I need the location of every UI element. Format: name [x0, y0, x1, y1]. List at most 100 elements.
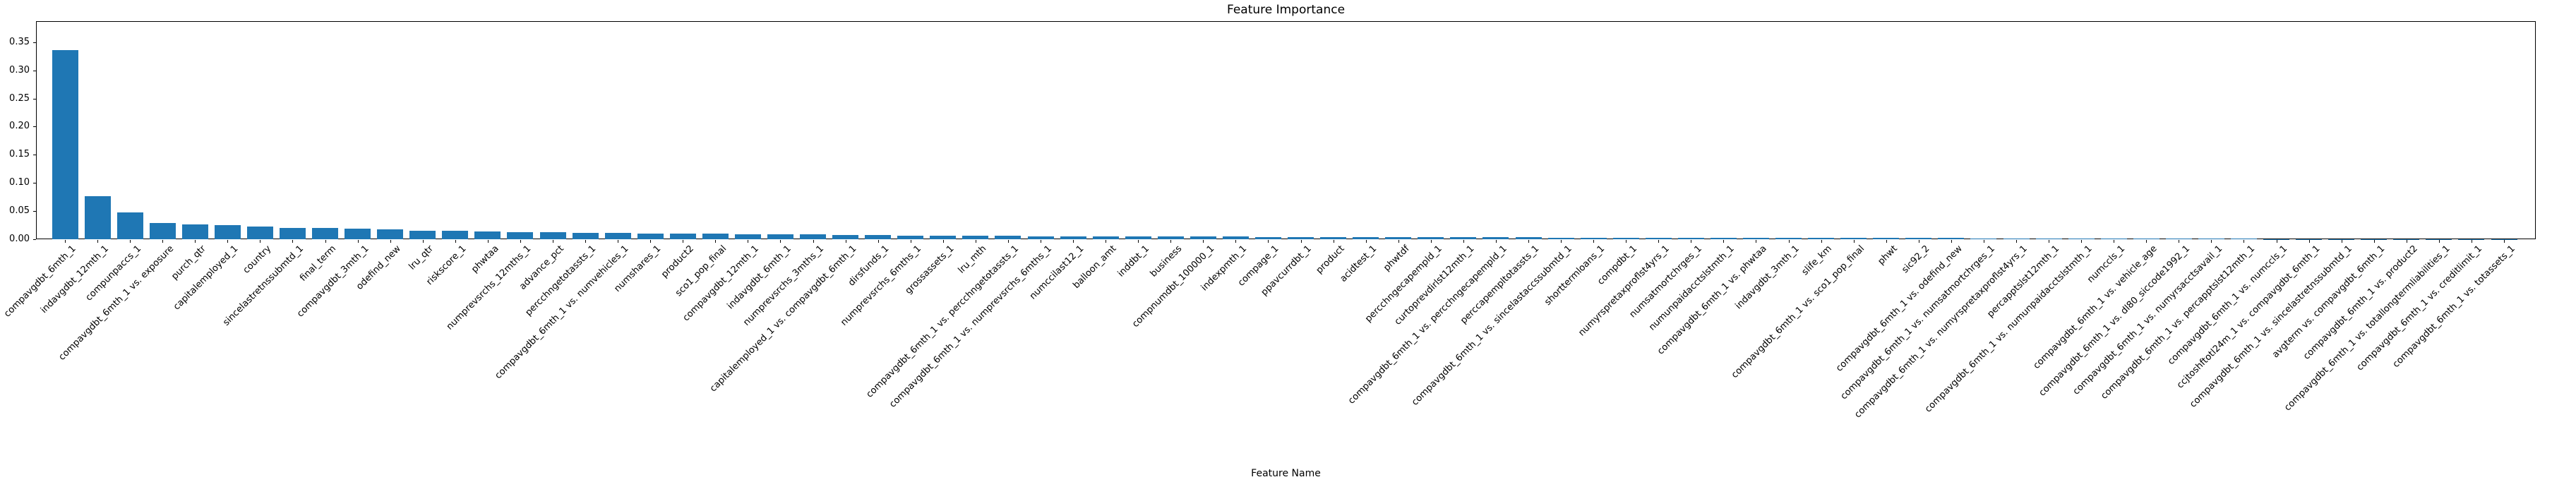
x-tick-label: compavgdbt_6mth_1 vs. dl80_siccode1992_1 [2037, 243, 2192, 399]
bar [214, 224, 241, 239]
x-tick-mark [1886, 240, 1887, 243]
bar [1482, 237, 1509, 239]
bar [962, 236, 989, 239]
bar [1938, 238, 1965, 239]
x-tick-mark [1561, 240, 1562, 243]
x-tick-label: compavgdbt_6mth_1 vs. numyrsacctsavail_1 [2071, 243, 2225, 397]
x-tick-label: compavgdbt_6mth_1 vs. numccls_1 [2166, 243, 2290, 368]
x-tick-label: phwt [1875, 243, 1900, 267]
bar [865, 234, 892, 239]
bar [1418, 237, 1444, 239]
x-tick-mark [162, 240, 164, 243]
bar [1288, 236, 1314, 239]
x-tick-mark [1626, 240, 1627, 243]
x-tick-mark [1593, 240, 1595, 243]
x-tick-mark [292, 240, 294, 243]
x-tick-label: compunpaccs_1 [83, 243, 143, 303]
x-tick-mark [1365, 240, 1367, 243]
x-tick-label: country [241, 243, 274, 276]
x-tick-label: compavgdbt_6mth_1 vs. product2 [2301, 243, 2420, 362]
y-tick-label: 0.25 [9, 92, 30, 104]
x-tick-mark [2308, 240, 2310, 243]
y-tick-mark [33, 126, 36, 128]
x-tick-mark [650, 240, 652, 243]
y-tick-mark [33, 98, 36, 100]
x-tick-mark [2211, 240, 2212, 243]
x-tick-mark [585, 240, 587, 243]
x-tick-mark [715, 240, 717, 243]
bar [1027, 236, 1054, 239]
bar [84, 195, 111, 239]
x-tick-mark [1853, 240, 1855, 243]
x-tick-mark [1821, 240, 1822, 243]
bar [1808, 238, 1835, 239]
bar [181, 224, 208, 239]
x-tick-mark [357, 240, 359, 243]
x-tick-label: phwtaa [469, 243, 501, 275]
y-tick-mark [33, 239, 36, 240]
x-tick-mark [2373, 240, 2375, 243]
bar [1873, 238, 1900, 239]
bar [1515, 237, 1542, 239]
x-tick-mark [97, 240, 99, 243]
x-tick-mark [1463, 240, 1464, 243]
bar [345, 228, 371, 239]
x-tick-mark [1951, 240, 1952, 243]
y-tick-label: 0.15 [9, 149, 30, 160]
x-tick-label: compavgdbt_6mth_1 vs. numsatmortchrges_1 [1838, 243, 1997, 402]
x-tick-mark [65, 240, 66, 243]
x-tick-mark [780, 240, 781, 243]
x-tick-label: compavgdbt_6mth_1 vs. exposure [56, 243, 176, 363]
bar [149, 222, 176, 239]
x-tick-mark [1268, 240, 1269, 243]
bar [1190, 236, 1216, 239]
x-tick-label: product [1314, 243, 1347, 276]
bar [1645, 237, 1672, 239]
x-tick-mark [1007, 240, 1009, 243]
bar [572, 232, 599, 239]
y-tick-label: 0.35 [9, 36, 30, 47]
bar [669, 234, 696, 239]
bar [1905, 238, 1932, 239]
x-tick-label: lru_mth [956, 243, 989, 276]
x-tick-label: indavgdbt_3mth_1 [1733, 243, 1802, 312]
bar [52, 49, 78, 239]
bar [507, 231, 534, 239]
y-tick-mark [33, 211, 36, 212]
bar [116, 212, 143, 239]
x-tick-mark [520, 240, 521, 243]
bar [1612, 237, 1639, 239]
x-tick-mark [2504, 240, 2505, 243]
x-tick-mark [2438, 240, 2440, 243]
bar [1580, 237, 1607, 239]
y-tick-label: 0.30 [9, 64, 30, 76]
y-tick-label: 0.05 [9, 205, 30, 217]
bar [1125, 236, 1151, 239]
bar [1710, 237, 1737, 239]
bar [409, 230, 436, 239]
x-tick-label: lru_qtr [407, 243, 436, 272]
bar [995, 236, 1022, 239]
x-tick-mark [1203, 240, 1204, 243]
bar [1677, 237, 1704, 239]
x-tick-label: capitalemployed_1 [172, 243, 241, 313]
bar [279, 227, 306, 239]
bar [1092, 236, 1119, 239]
bar [637, 233, 664, 239]
x-tick-mark [1170, 240, 1172, 243]
y-tick-label: 0.00 [9, 234, 30, 244]
x-tick-mark [455, 240, 456, 243]
x-tick-mark [1723, 240, 1725, 243]
x-tick-mark [1528, 240, 1529, 243]
y-tick-mark [33, 42, 36, 43]
x-tick-mark [1495, 240, 1497, 243]
x-tick-mark [390, 240, 391, 243]
x-tick-mark [942, 240, 944, 243]
bar [442, 231, 469, 239]
bar [312, 228, 339, 239]
bar [474, 231, 501, 239]
bar [734, 234, 761, 239]
bar [930, 236, 957, 239]
plot-area [36, 21, 2536, 239]
